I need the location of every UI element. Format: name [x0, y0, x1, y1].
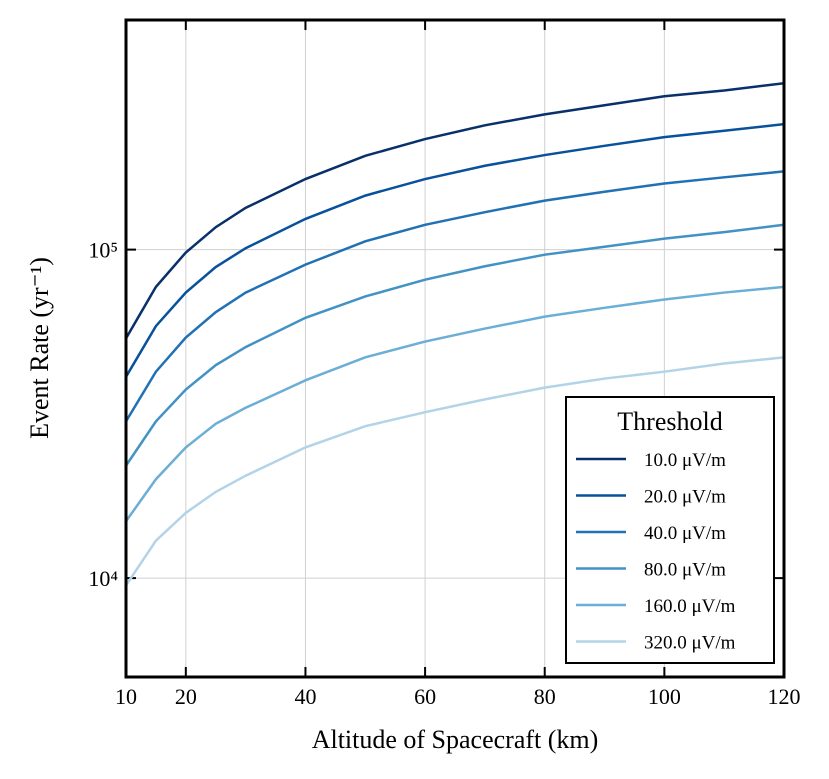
series-line — [124, 81, 785, 339]
x-tick-label: 10 — [115, 684, 137, 709]
series-line — [124, 285, 785, 522]
legend-label: 20.0 μV/m — [644, 487, 726, 508]
legend-label: 40.0 μV/m — [644, 523, 726, 544]
x-tick-label: 60 — [414, 684, 436, 709]
legend-label: 320.0 μV/m — [644, 633, 736, 654]
legend-title: Threshold — [617, 407, 722, 436]
x-tick-label: 40 — [294, 684, 316, 709]
y-tick-label: 10⁵ — [88, 238, 118, 263]
series-line — [124, 356, 785, 587]
y-axis-label: Event Rate (yr⁻¹) — [25, 257, 54, 439]
plot-frame — [124, 18, 786, 679]
x-axis-label: Altitude of Spacecraft (km) — [312, 725, 599, 754]
legend-label: 160.0 μV/m — [644, 596, 736, 617]
legend-label: 10.0 μV/m — [644, 450, 726, 471]
x-tick-label: 100 — [648, 684, 681, 709]
series-line — [124, 122, 785, 378]
series-line — [124, 170, 785, 423]
x-tick-label: 120 — [768, 684, 801, 709]
x-tick-label: 80 — [534, 684, 556, 709]
legend-label: 80.0 μV/m — [644, 560, 726, 581]
y-tick-label: 10⁴ — [88, 566, 118, 591]
legend-box — [565, 396, 775, 664]
x-tick-label: 20 — [175, 684, 197, 709]
series-line — [124, 223, 785, 467]
